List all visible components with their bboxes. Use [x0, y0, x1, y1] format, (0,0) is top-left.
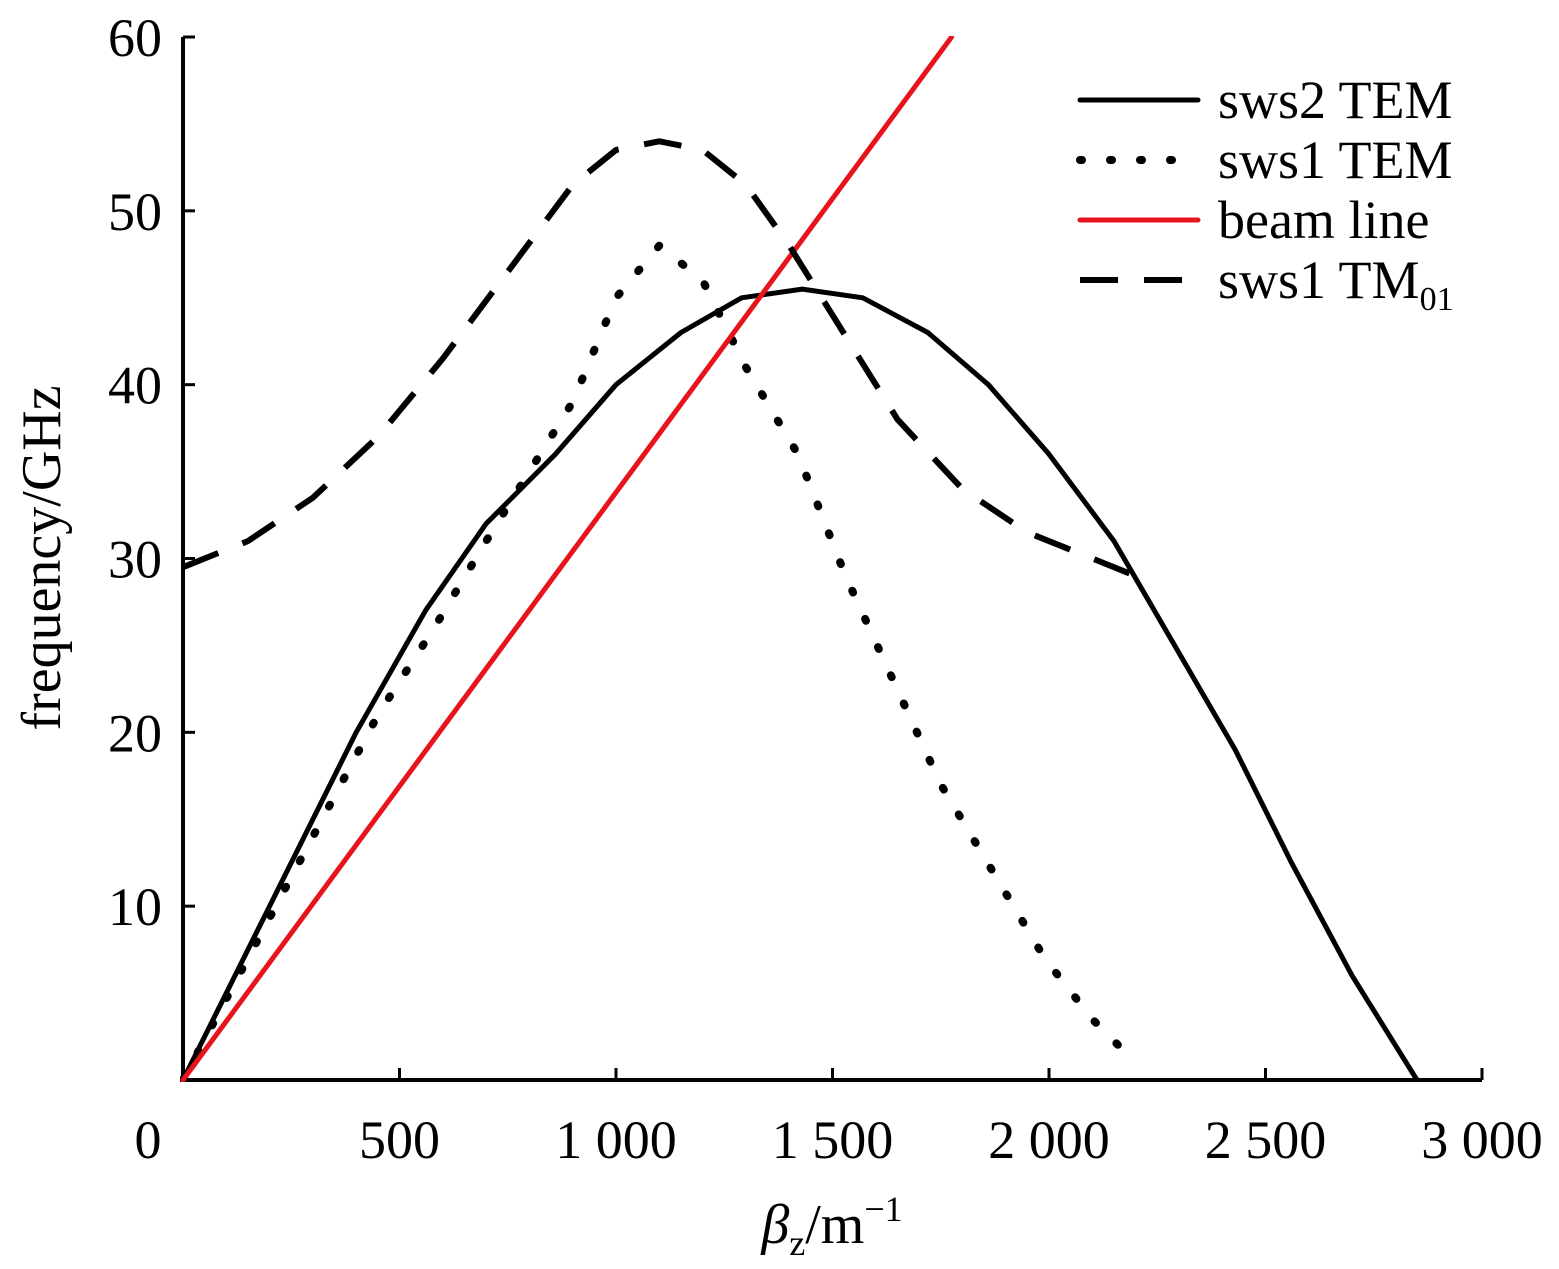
y-tick-label: 20: [108, 703, 162, 763]
series-line-2: [180, 36, 955, 1082]
y-tick-label: 10: [108, 877, 162, 937]
y-axis-title: frequency/GHz: [11, 385, 73, 730]
y-tick-label: 50: [108, 182, 162, 242]
y-tick-label: 60: [108, 8, 162, 68]
x-tick-label: 2 500: [1205, 1110, 1327, 1170]
x-tick-label: 2 000: [988, 1110, 1110, 1170]
axes: 0 500 1 000 1 500 2 000 2 500 3 000 10 20 30 40 50 6…: [108, 8, 1543, 1170]
y-tick-label: 40: [108, 356, 162, 416]
series-line-3: [181, 138, 1137, 579]
x-axis-title-subscript: z: [789, 1223, 805, 1263]
x-tick-label: 500: [359, 1110, 440, 1170]
x-tick-label: 1 500: [772, 1110, 894, 1170]
x-tick-label: 0: [135, 1110, 162, 1170]
series-line-1: [180, 241, 1131, 1082]
x-axis-title-superscript: −1: [864, 1189, 902, 1229]
x-axis-title: βz/m−1: [760, 1189, 902, 1263]
series-layer: [180, 36, 1420, 1082]
legend-label-3: sws1 TM01: [1218, 250, 1454, 318]
legend-label-0: sws2 TEM: [1218, 70, 1453, 130]
x-tick-label: 1 000: [555, 1110, 677, 1170]
series-line-0: [180, 286, 1420, 1082]
legend-label-2: beam line: [1218, 190, 1429, 250]
x-axis-title-symbol: β: [760, 1194, 789, 1256]
y-tick-label: 30: [108, 530, 162, 590]
legend-label-1: sws1 TEM: [1218, 130, 1453, 190]
x-axis-title-unit: /m: [805, 1194, 864, 1256]
x-tick-label: 3 000: [1421, 1110, 1543, 1170]
